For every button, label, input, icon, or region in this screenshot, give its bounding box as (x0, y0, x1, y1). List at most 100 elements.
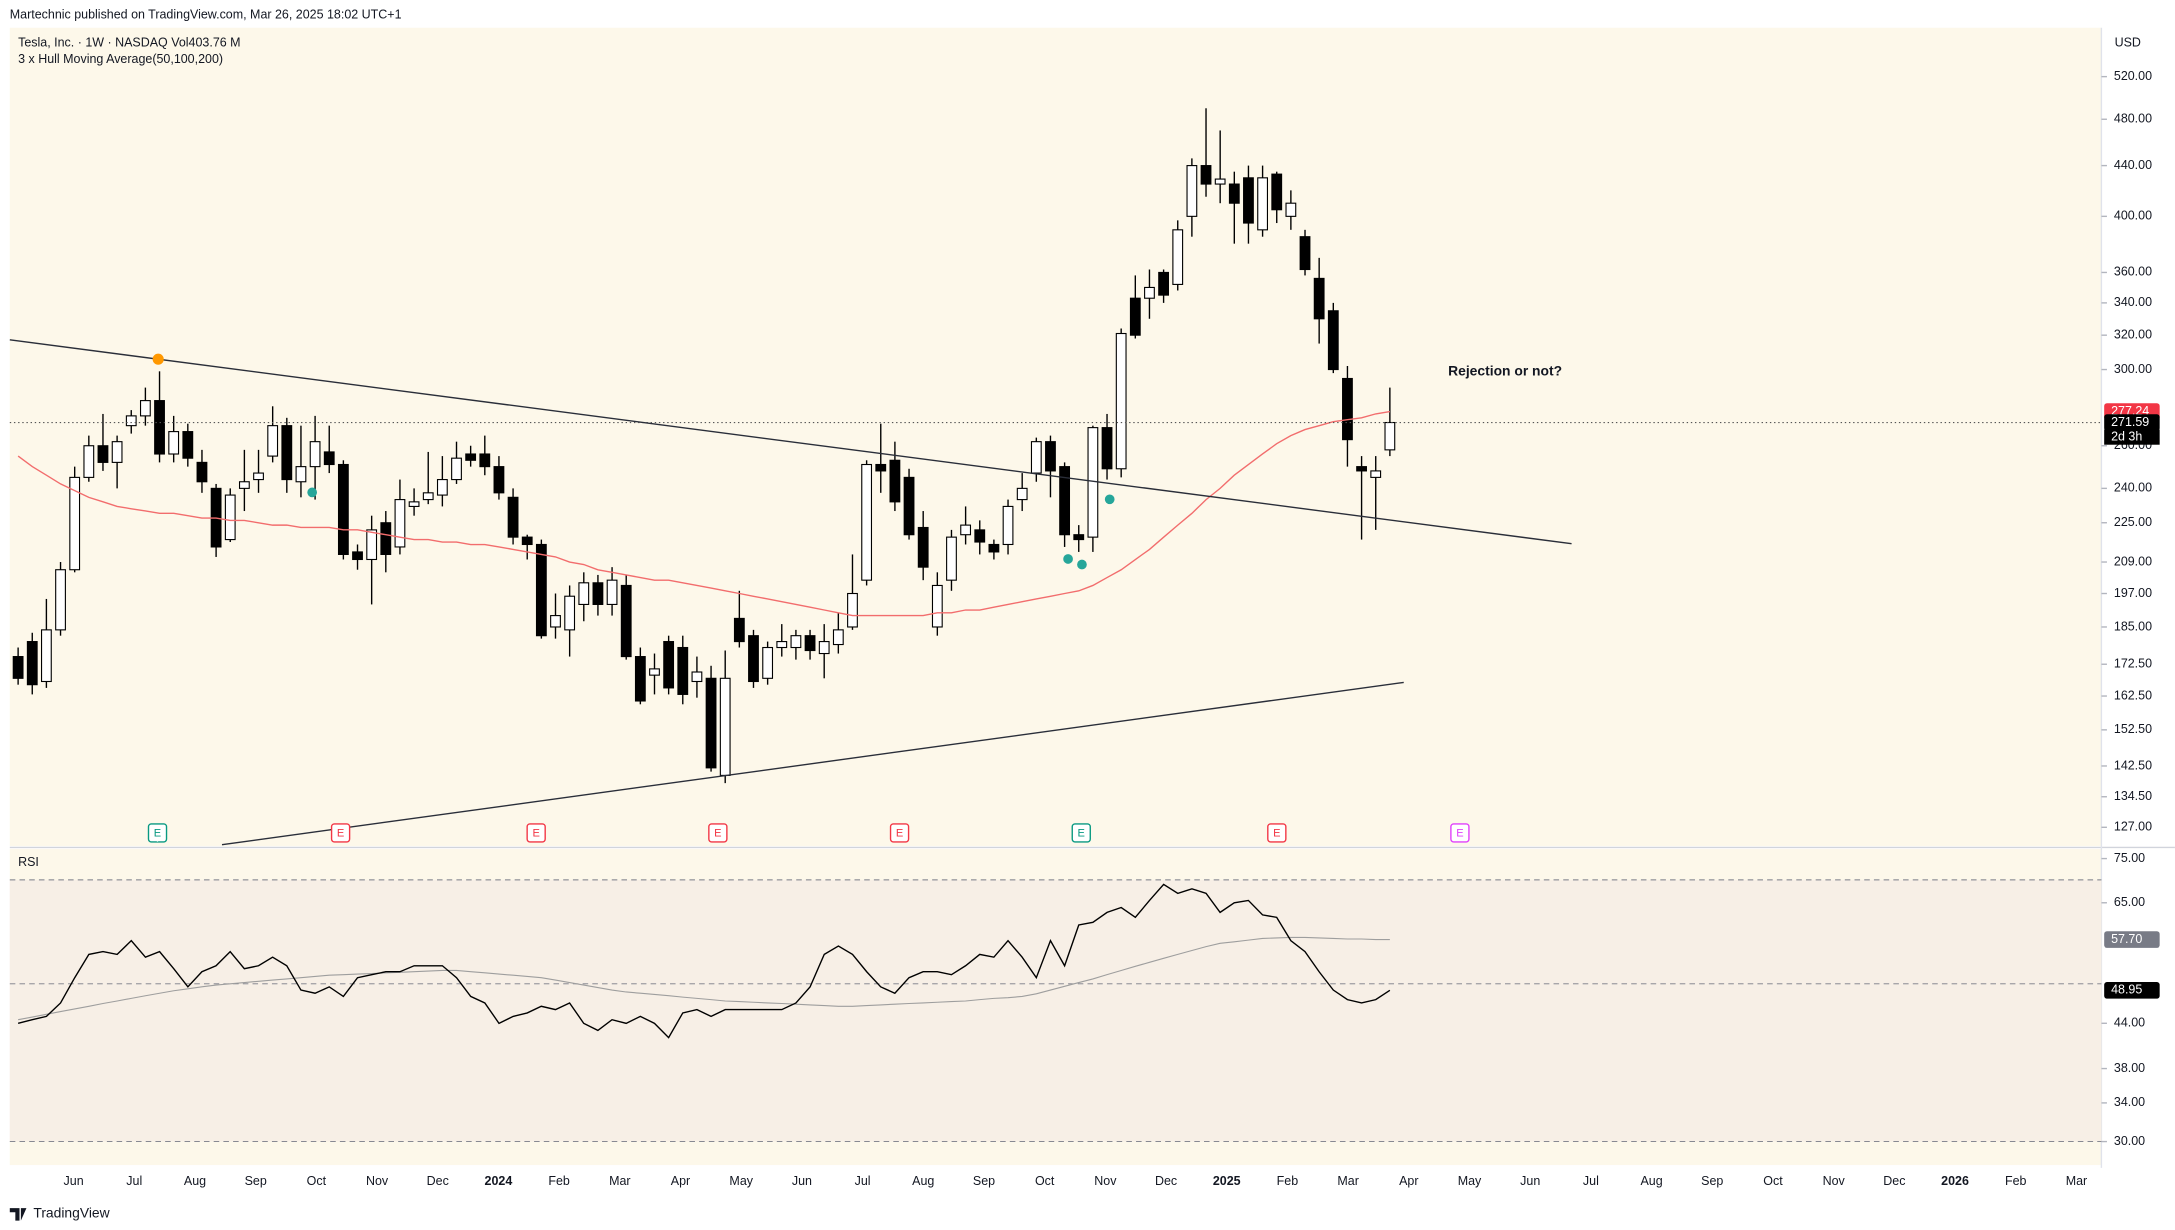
candle-body (323, 451, 335, 466)
x-tick-label: Sep (245, 1174, 267, 1188)
candle-body (649, 668, 660, 676)
candle-body (578, 582, 590, 605)
candle-body (196, 461, 208, 483)
candle-body (125, 415, 137, 427)
candle-body (946, 536, 957, 581)
signal-dot (1104, 494, 1115, 505)
rsi-line (17, 883, 1391, 1039)
x-tick-label: 2025 (1213, 1174, 1241, 1188)
x-tick-label: Mar (609, 1174, 630, 1188)
rsi-ma-line (18, 936, 1390, 1021)
candle-body (691, 671, 703, 683)
candle-body (1271, 173, 1283, 211)
candle-body (40, 629, 52, 683)
x-tick-label: Feb (2005, 1174, 2027, 1188)
x-tick-label: Dec (1883, 1174, 1905, 1188)
candle-body (224, 494, 236, 541)
candle-body (663, 641, 675, 689)
candle-body (790, 635, 802, 649)
x-tick-label: Jun (792, 1174, 812, 1188)
x-tick-label: Jun (64, 1174, 84, 1188)
candle-body (1087, 427, 1099, 538)
x-tick-label: Aug (184, 1174, 206, 1188)
candle-body (1327, 310, 1339, 371)
signal-dot (1063, 554, 1073, 564)
earnings-icon: E (147, 823, 168, 843)
earnings-icon: E (1267, 823, 1287, 843)
candle-body (111, 441, 123, 463)
y-tick-label: 240.00 (2114, 481, 2152, 495)
candle-body (1342, 377, 1353, 441)
x-tick-label: 2024 (485, 1174, 513, 1188)
candle-body (479, 453, 491, 468)
currency-label: USD (2115, 35, 2141, 49)
candle-body (422, 492, 434, 501)
candle-body (1384, 421, 1396, 451)
candle-body (26, 641, 38, 686)
candle-body (1059, 466, 1071, 536)
x-tick-label: Oct (307, 1174, 327, 1188)
publish-header: Martechnic published on TradingView.com,… (10, 8, 402, 22)
candle-body (436, 479, 448, 496)
price-tag: 48.95 (2104, 982, 2160, 999)
y-tick-label: 185.00 (2114, 619, 2152, 633)
annotation: Rejection or not? (1448, 362, 1562, 378)
candle-body (960, 524, 972, 536)
indicator-legend: 3 x Hull Moving Average(50,100,200) (18, 52, 223, 66)
y-tick-label: 30.00 (2114, 1134, 2145, 1148)
price-tag: 57.70 (2104, 931, 2160, 948)
candle-body (917, 526, 929, 568)
x-tick-label: Aug (1640, 1174, 1662, 1188)
candle-body (988, 543, 1000, 553)
candle-body (818, 641, 830, 655)
candle-body (182, 431, 194, 459)
candle-body (69, 476, 81, 571)
earnings-icon: E (889, 823, 910, 843)
svg-text:E: E (1078, 828, 1085, 840)
countdown: 2d 3h (2111, 429, 2142, 443)
rsi-band (9, 879, 2102, 1142)
candle-body (465, 453, 477, 461)
candle-body (1214, 178, 1226, 185)
price-tag-bg (2104, 931, 2160, 948)
candle-body (847, 592, 858, 628)
x-tick-label: Jul (855, 1174, 871, 1188)
y-tick-label: 300.00 (2114, 362, 2152, 376)
x-tick-label: Mar (2066, 1174, 2087, 1188)
y-tick-label: 142.50 (2114, 758, 2152, 772)
candle-body (267, 425, 279, 457)
candle-body (875, 463, 887, 472)
trendline (9, 339, 1572, 545)
y-tick-label: 44.00 (2114, 1016, 2145, 1030)
signal-dot (152, 353, 164, 365)
candle-body (1172, 229, 1184, 285)
earnings-icons: E E E E E E E E (147, 823, 1470, 843)
candle-body (1030, 441, 1042, 474)
trendline (221, 681, 1404, 846)
y-tick-label: 340.00 (2114, 295, 2152, 309)
earnings-icon: E (526, 823, 546, 843)
candle-body (550, 615, 561, 628)
candle-body (380, 522, 392, 555)
svg-text:E: E (1456, 828, 1463, 840)
y-tick-label: 38.00 (2114, 1061, 2145, 1075)
candle-body (1356, 466, 1367, 472)
x-tick-label: Aug (912, 1174, 934, 1188)
candle-body (677, 646, 689, 695)
candle-body (776, 641, 788, 649)
candle-body (762, 646, 774, 679)
candle-body (451, 457, 462, 481)
x-tick-label: Nov (366, 1174, 389, 1188)
candle-body (1285, 202, 1297, 217)
y-tick-label: 75.00 (2114, 851, 2145, 865)
candle-body (1045, 441, 1056, 472)
candle-body (521, 536, 533, 546)
candle-body (337, 463, 349, 555)
candle-body (168, 431, 180, 455)
x-tick-label: Jul (1583, 1174, 1599, 1188)
candle-body (804, 635, 816, 652)
signal-dot (307, 487, 318, 498)
candle-body (83, 445, 95, 478)
candle-body (1299, 236, 1311, 271)
candle-body (366, 529, 378, 561)
